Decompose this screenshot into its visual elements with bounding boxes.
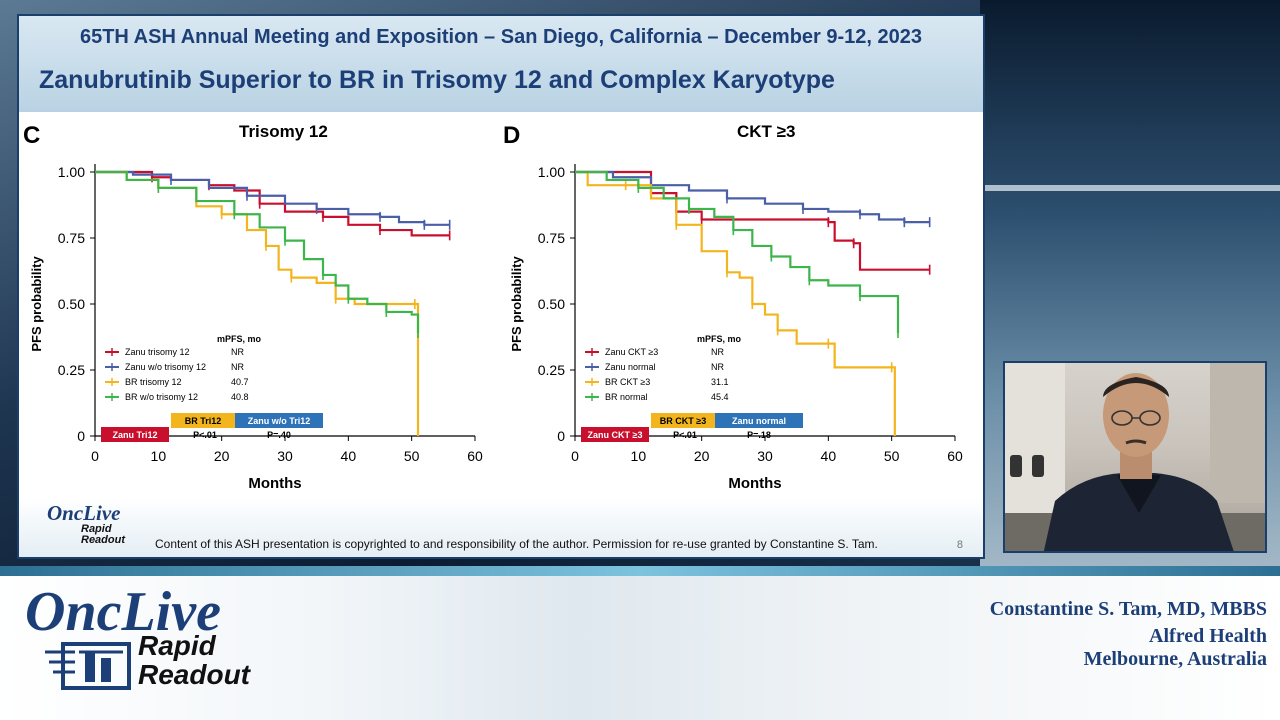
km-curve-4: [575, 170, 900, 334]
background-stripe: [980, 185, 1280, 191]
onclive-logo: OncLive: [25, 581, 221, 643]
p-value-1: P<.01: [673, 430, 697, 440]
legend-label: Zanu trisomy 12: [125, 347, 190, 357]
y-tick-label: 0.25: [538, 362, 565, 378]
km-curve-4: [95, 170, 420, 334]
x-axis-title: Months: [728, 475, 781, 492]
box-br-group: [171, 413, 235, 428]
readout-text: Readout: [138, 659, 250, 690]
legend-value: NR: [711, 347, 724, 357]
x-tick-label: 20: [214, 448, 230, 464]
speaker-location: Melbourne, Australia: [1083, 648, 1267, 670]
x-tick-label: 10: [151, 448, 167, 464]
mini-logo-rapid: Rapid: [81, 523, 112, 535]
slide-footer: OncLive Rapid Readout Content of this AS…: [19, 497, 983, 557]
x-tick-label: 0: [571, 448, 579, 464]
x-tick-label: 40: [821, 448, 837, 464]
km-chart-ckt: 0 0.25 0.50 0.75 1.00 0 10 20 30 40 50 60 Months PFS …: [509, 164, 963, 492]
km-curve-1: [575, 170, 930, 271]
presentation-slide: 65TH ASH Annual Meeting and Exposition –…: [17, 14, 985, 559]
legend-value: NR: [711, 362, 724, 372]
box-zanu-label: Zanu CKT ≥3: [588, 430, 643, 440]
x-tick-label: 30: [277, 448, 293, 464]
speaker-affiliation: Alfred Health: [1149, 625, 1267, 647]
x-tick-label: 50: [884, 448, 900, 464]
legend-label: BR w/o trisomy 12: [125, 392, 198, 402]
y-tick-label: 1.00: [58, 164, 85, 180]
x-tick-label: 60: [947, 448, 963, 464]
onclive-mini-logo: OncLive Rapid Readout: [47, 503, 152, 549]
legend-value: 40.7: [231, 377, 249, 387]
box-zanu2-label: Zanu normal: [732, 416, 786, 426]
box-zanu2-group: [235, 413, 323, 428]
y-tick-label: 0.75: [58, 230, 85, 246]
y-tick-label: 1.00: [538, 164, 565, 180]
chart-title-c: Trisomy 12: [239, 122, 328, 141]
x-tick-label: 30: [757, 448, 773, 464]
x-tick-label: 50: [404, 448, 420, 464]
speaker-video-frame: [1005, 363, 1265, 551]
lower-third: [0, 576, 1280, 720]
slide-header: 65TH ASH Annual Meeting and Exposition –…: [19, 16, 983, 112]
p-value-2: P=.40: [267, 430, 291, 440]
x-tick-label: 0: [91, 448, 99, 464]
legend-header: mPFS, mo: [697, 334, 742, 344]
y-tick-label: 0.75: [538, 230, 565, 246]
legend-value: NR: [231, 362, 244, 372]
box-br-group: [651, 413, 715, 428]
legend-label: BR CKT ≥3: [605, 377, 650, 387]
slide-title: Zanubrutinib Superior to BR in Trisomy 1…: [39, 66, 835, 94]
legend-label: BR normal: [605, 392, 648, 402]
box-zanu-label: Zanu Tri12: [112, 430, 157, 440]
speaker-name: Constantine S. Tam, MD, MBBS: [989, 598, 1267, 620]
lower-third-accent: [0, 566, 1280, 578]
km-chart-trisomy12: 0 0.25 0.50 0.75 1.00 0 10 20 30 40 50 60 Months PFS …: [29, 164, 483, 492]
legend-value: 31.1: [711, 377, 729, 387]
x-tick-label: 60: [467, 448, 483, 464]
box-zanu-group: [101, 427, 169, 442]
y-axis-title: PFS probability: [29, 256, 44, 352]
y-tick-label: 0.50: [58, 296, 85, 312]
box-br-label: BR Tri12: [185, 416, 222, 426]
legend-value: 45.4: [711, 392, 729, 402]
legend-label: Zanu CKT ≥3: [605, 347, 658, 357]
copyright-notice: Content of this ASH presentation is copy…: [155, 537, 878, 551]
x-tick-label: 20: [694, 448, 710, 464]
page-number: 8: [956, 539, 963, 551]
legend-header: mPFS, mo: [217, 334, 262, 344]
box-zanu2-group: [715, 413, 803, 428]
y-tick-label: 0: [557, 428, 565, 444]
x-tick-label: 40: [341, 448, 357, 464]
legend-label: Zanu w/o trisomy 12: [125, 362, 206, 372]
x-tick-label: 10: [631, 448, 647, 464]
mini-logo-onclive: OncLive: [47, 501, 121, 525]
y-tick-label: 0: [77, 428, 85, 444]
y-tick-label: 0.25: [58, 362, 85, 378]
conference-title: 65TH ASH Annual Meeting and Exposition –…: [79, 26, 923, 48]
rapid-text: Rapid: [138, 630, 216, 661]
rapid-readout-icon: [45, 642, 131, 690]
legend-value: NR: [231, 347, 244, 357]
chart-title-d: CKT ≥3: [737, 122, 796, 141]
km-curve-1: [95, 170, 450, 237]
legend-value: 40.8: [231, 392, 249, 402]
legend-label: BR trisomy 12: [125, 377, 182, 387]
y-tick-label: 0.50: [538, 296, 565, 312]
x-axis-title: Months: [248, 475, 301, 492]
box-zanu2-label: Zanu w/o Tri12: [248, 416, 311, 426]
panel-label-d: D: [503, 122, 521, 149]
km-curve-3: [575, 170, 896, 436]
p-value-2: P=.18: [747, 430, 771, 440]
legend-label: Zanu normal: [605, 362, 656, 372]
panel-label-c: C: [23, 122, 41, 149]
box-zanu-group: [581, 427, 649, 442]
speaker-video: [1003, 361, 1267, 553]
mini-logo-readout: Readout: [81, 534, 125, 546]
y-axis-title: PFS probability: [509, 256, 524, 352]
p-value-1: P<.01: [193, 430, 217, 440]
box-br-label: BR CKT ≥3: [660, 416, 706, 426]
